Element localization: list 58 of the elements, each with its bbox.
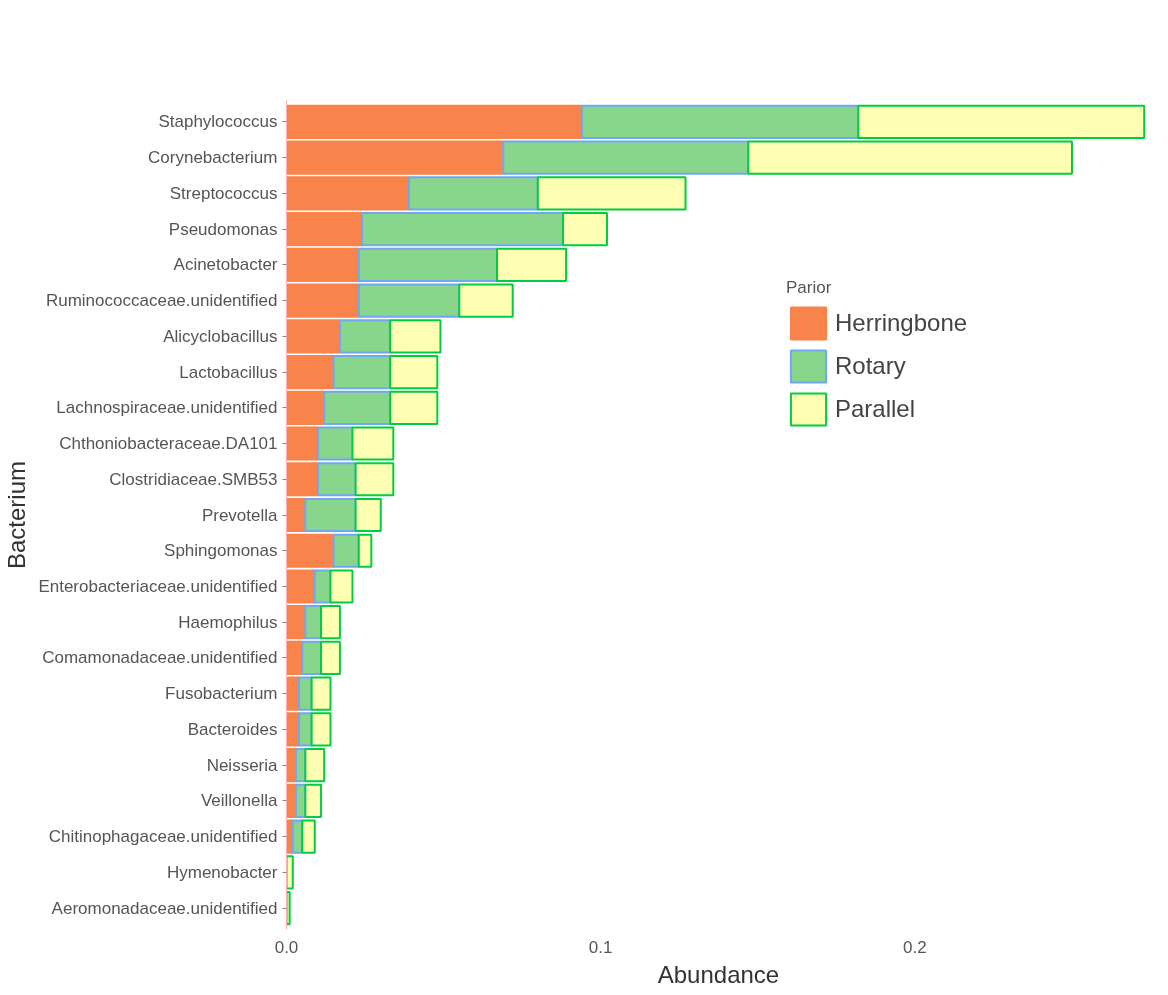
bar [286,855,294,890]
bar [561,212,608,247]
bar [286,104,583,140]
y-tick-label: Comamonadaceae.unidentified [42,648,278,668]
bar [286,212,363,247]
y-tick-label: Staphylococcus [158,112,278,132]
y-tick-label: Streptococcus [169,183,278,203]
bar [320,640,341,676]
bar [286,354,335,390]
bar [458,283,514,318]
bar [747,140,1073,175]
y-tick-label: Alicyclobacillus [163,326,278,346]
y-tick-label: Lactobacillus [179,362,278,382]
bar [389,354,439,390]
bar [304,783,323,818]
bar [389,319,442,354]
y-axis-title: Bacterium [3,460,31,570]
y-tick-label: Chthoniobacteraceae.DA101 [59,434,278,454]
y-tick-label: Hymenobacter [166,862,278,882]
bar [304,748,326,783]
x-tick-label: 0.0 [274,937,299,957]
x-tick-label: 0.1 [588,937,613,957]
bar [536,176,687,211]
bar [357,247,498,282]
y-tick-label: Lachnospiraceae.unidentified [56,398,278,418]
bar [332,354,392,390]
bar [354,497,382,533]
y-tick-label: Acinetobacter [173,255,278,275]
legend-title: Parior [786,278,833,298]
y-tick-label: Bacteroides [187,719,278,739]
bar [496,247,568,282]
bar [304,497,357,533]
y-tick-label: Veillonella [200,791,279,811]
y-tick-label: Corynebacterium [148,148,278,168]
legend-label: Rotary [835,352,906,380]
bar [286,247,360,282]
y-tick-label: Haemophilus [178,612,278,632]
y-tick-label: Ruminococcaceae.unidentified [45,291,278,311]
bar [360,212,564,247]
bar [580,104,860,140]
x-tick-label: 0.2 [903,937,927,957]
bar [357,533,373,568]
bar [301,640,323,676]
legend-label: Herringbone [835,309,968,337]
y-tick-label: Prevotella [201,505,279,525]
bar [857,104,1146,140]
y-tick-label: Pseudomonas [168,219,278,239]
bar [301,819,316,854]
y-tick-label: Sphingomonas [164,541,278,561]
x-axis-title: Abundance [657,960,780,988]
y-tick-label: Fusobacterium [165,684,278,704]
y-tick-label: Enterobacteriaceae.unidentified [38,576,278,596]
bar [332,533,360,568]
y-tick-label: Clostridiaceae.SMB53 [109,469,278,489]
y-tick-label: Chitinophagaceae.unidentified [48,827,278,847]
legend-label: Parallel [835,395,916,423]
y-tick-label: Aeromonadaceae.unidentified [51,898,278,918]
y-tick-label: Neisseria [206,755,279,775]
